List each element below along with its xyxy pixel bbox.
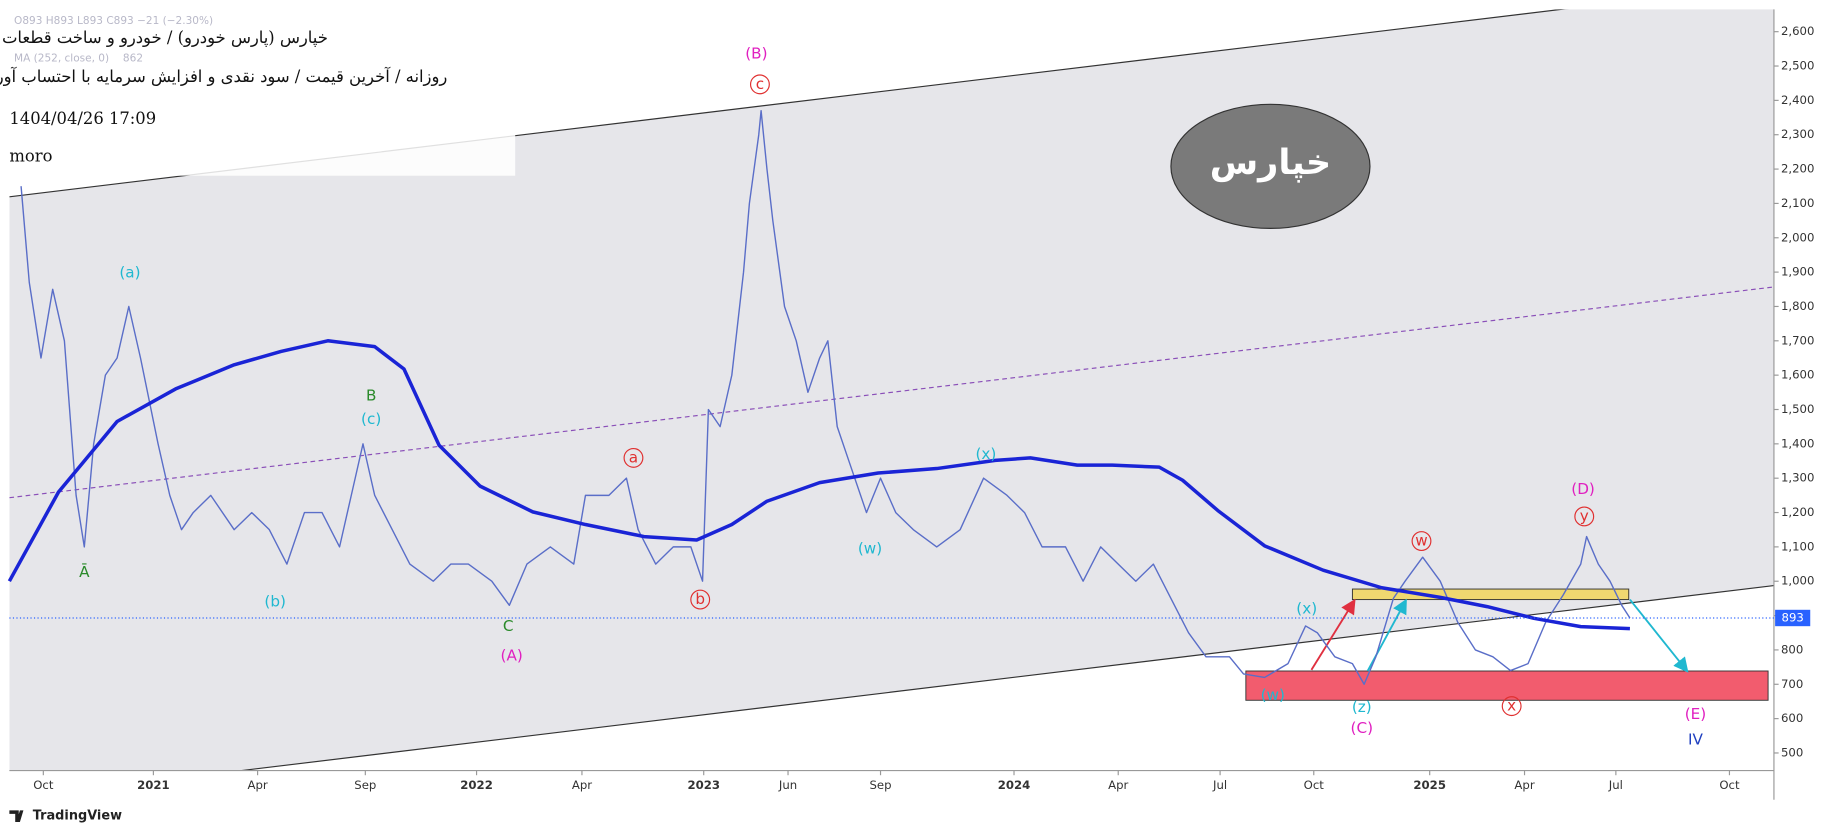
arrow [1366, 598, 1407, 672]
x-tick-label: 2022 [460, 778, 493, 792]
wave-label: IV [1688, 731, 1703, 749]
x-tick-label: Jul [1212, 778, 1227, 792]
y-tick-label: 1,300 [1781, 471, 1814, 485]
ma-legend: MA (252, close, 0) [14, 53, 109, 65]
channel-bottom [237, 584, 1774, 771]
wave-label: a [629, 448, 638, 466]
x-tick-label: Sep [354, 778, 376, 792]
wave-label: (w) [858, 540, 882, 558]
price-line [20, 110, 1631, 685]
wave-label: (D) [1571, 480, 1595, 498]
x-tick-label: Sep [870, 778, 892, 792]
y-tick-label: 2,200 [1781, 162, 1814, 176]
y-tick-label: 1,600 [1781, 368, 1814, 382]
y-tick-label: 1,400 [1781, 436, 1814, 450]
y-tick-label: 2,300 [1781, 127, 1814, 141]
zone-yellow [1351, 588, 1630, 601]
last-price-label: 893 [1782, 610, 1804, 624]
marks: 5006007008009001,0001,1001,2001,3001,400… [7, 24, 1814, 792]
wave-label: Ā [79, 563, 90, 581]
x-tick-label: 2023 [687, 778, 720, 792]
brand-logo [9, 810, 24, 823]
last-price-box [1775, 609, 1811, 627]
subtitle: روزانه / آخرین قیمت / سود نقدی و افزایش … [0, 66, 447, 86]
y-tick-label: 1,200 [1781, 505, 1814, 519]
wave-label: (c) [361, 410, 381, 428]
wave-circle [749, 74, 770, 95]
wave-label: (x) [975, 445, 996, 463]
wave-label: (b) [264, 592, 286, 610]
ohlc: O893 H893 L893 C893 −21 (−2.30%) [14, 15, 213, 27]
wave-circle [1574, 506, 1595, 527]
y-tick-label: 1,500 [1781, 402, 1814, 416]
title: خپارس (پارس خودرو) / خودرو و ساخت قطعات [2, 28, 328, 47]
y-tick-label: 700 [1781, 677, 1803, 691]
wave-label: y [1580, 507, 1589, 525]
y-tick-label: 2,100 [1781, 196, 1814, 210]
x-tick-label: Oct [1719, 778, 1740, 792]
y-tick-label: 1,700 [1781, 333, 1814, 347]
y-tick-label: 600 [1781, 711, 1803, 725]
x-tick-label: 2025 [1413, 778, 1446, 792]
y-tick-label: 1,900 [1781, 265, 1814, 279]
wave-label: (C) [1351, 719, 1374, 737]
wave-label: (z) [1352, 698, 1372, 716]
watermark-ellipse [1170, 103, 1371, 229]
wave-label: c [756, 75, 764, 93]
wave-label: w [1415, 532, 1427, 550]
y-tick-label: 500 [1781, 745, 1803, 759]
y-tick-label: 2,600 [1781, 24, 1814, 38]
wave-circle [1501, 696, 1522, 717]
wave-label: b [695, 590, 705, 608]
x-tick-label: Oct [33, 778, 54, 792]
wave-circle [1411, 531, 1432, 551]
timestamp: 1404/04/26 17:09 [9, 109, 156, 128]
y-tick-label: 2,400 [1781, 93, 1814, 107]
x-tick-label: Jul [1608, 778, 1623, 792]
arrow [1629, 598, 1689, 673]
y-tick-label: 2,000 [1781, 230, 1814, 244]
y-tick-label: 1,000 [1781, 574, 1814, 588]
wave-label: (a) [119, 263, 140, 281]
header-bg [0, 0, 516, 176]
x-tick-label: 2024 [998, 778, 1031, 792]
y-tick-label: 800 [1781, 642, 1803, 656]
x-tick-label: Apr [247, 778, 267, 792]
wave-label: (B) [745, 44, 767, 62]
wave-label: B [366, 386, 376, 404]
wave-circle [623, 447, 644, 468]
brand: TradingView [33, 809, 122, 824]
wave-label: (A) [501, 646, 523, 664]
arrow [1310, 598, 1356, 671]
wave-label: C [503, 617, 514, 635]
channel-mid [9, 286, 1774, 499]
wave-circle [690, 589, 711, 610]
wave-label: x [1507, 697, 1516, 715]
x-tick-label: Oct [1304, 778, 1325, 792]
wave-label: (x) [1296, 599, 1317, 617]
x-tick-label: Apr [572, 778, 592, 792]
author: moro [9, 146, 52, 165]
x-tick-label: Apr [1108, 778, 1128, 792]
ma-legend-value: 862 [123, 53, 143, 65]
x-tick-label: 2021 [137, 778, 170, 792]
wave-label: (E) [1685, 705, 1707, 723]
watermark: خپارس [1210, 142, 1331, 183]
y-tick-label: 2,500 [1781, 59, 1814, 73]
y-tick-label: 1,800 [1781, 299, 1814, 313]
y-tick-label: 1,100 [1781, 539, 1814, 553]
x-tick-label: Jun [778, 778, 797, 792]
wave-label: (w) [1261, 686, 1285, 704]
zone-red [1245, 670, 1769, 701]
ma-line [7, 339, 1630, 631]
x-tick-label: Apr [1514, 778, 1534, 792]
